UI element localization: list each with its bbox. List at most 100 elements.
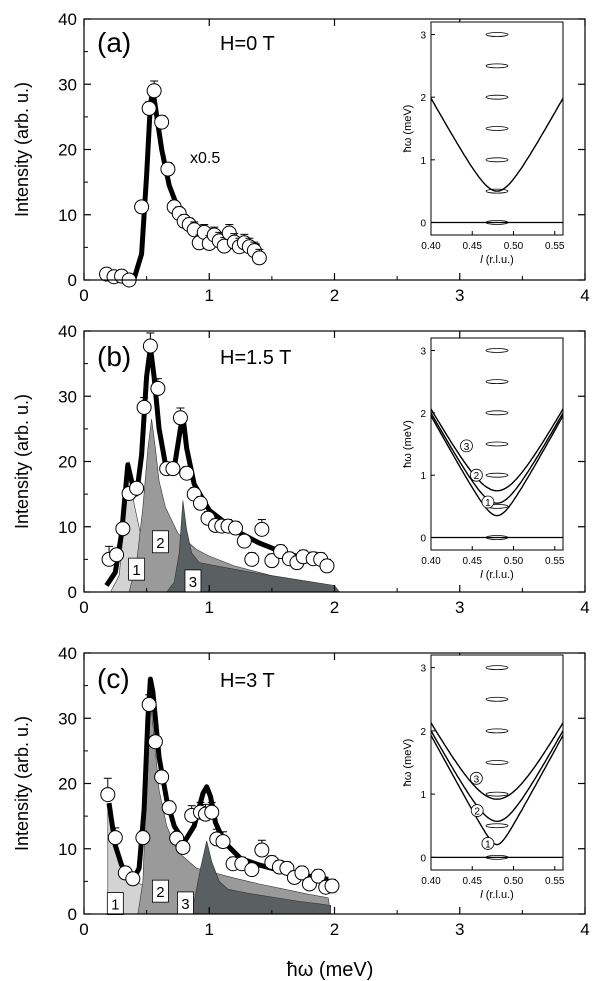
x-tick-label: 2	[330, 598, 339, 617]
x-tick-label: 1	[205, 286, 214, 305]
component-label-box	[152, 879, 169, 903]
data-point	[215, 834, 231, 850]
inset-level-label: 3	[474, 774, 480, 785]
data-point	[228, 520, 244, 536]
component-label: 3	[189, 574, 197, 591]
inset-ellipse	[485, 348, 509, 353]
field-label: H=3 T	[220, 670, 275, 692]
fit-curve	[106, 676, 329, 882]
component-label-box	[152, 530, 169, 554]
data-point	[192, 495, 208, 511]
inset-x-axis-label-units: (r.l.u.)	[483, 254, 514, 266]
inset-dispersion: 1 2 3 0.40 0.45 0.50 0.55 0 1 2 3 l (r.l.u.) ħω (meV…	[402, 654, 565, 901]
data-point	[175, 839, 191, 855]
inset-ellipse	[485, 441, 509, 447]
inset-ellipse	[485, 728, 509, 734]
inset-x-tick-label: 0.40	[421, 556, 441, 567]
inset-dispersion: 0.40 0.45 0.50 0.55 0 1 2 3 l (r.l.u.) ħω (meV)	[402, 21, 565, 266]
inset-x-axis-label-italic: l	[480, 569, 483, 581]
data-point	[141, 697, 157, 713]
y-axis-label: Intensity (arb. u.)	[12, 394, 32, 529]
inset-ellipse	[485, 760, 509, 765]
inset-ellipse	[485, 791, 509, 797]
data-point	[125, 871, 141, 887]
data-point	[109, 547, 125, 563]
inset-y-tick-label: 0	[420, 853, 426, 864]
y-tick-label: 40	[58, 644, 77, 663]
data-point	[179, 465, 195, 481]
x-tick-label: 1	[205, 920, 214, 939]
inset-y-tick-label: 1	[420, 790, 426, 801]
data-point	[324, 878, 340, 894]
x-axis-label: ħω (meV)	[287, 959, 374, 981]
inset-ellipse	[485, 535, 509, 540]
x-tick-label: 2	[330, 286, 339, 305]
data-point	[142, 338, 158, 354]
data-point	[172, 410, 188, 426]
data-point	[165, 461, 181, 477]
panel-label: (c)	[97, 663, 130, 694]
inset-ellipse	[485, 410, 509, 416]
data-point	[129, 480, 145, 496]
data-point	[115, 521, 131, 537]
data-point	[136, 399, 152, 415]
field-label: H=1.5 T	[220, 347, 291, 369]
data-point	[236, 533, 252, 549]
inset-x-axis-label: l (r.l.u.)	[480, 254, 514, 266]
inset-dispersion-branch	[431, 730, 563, 823]
data-point	[319, 558, 335, 574]
inset-y-axis-label: ħω (meV)	[402, 420, 414, 468]
inset-y-axis-label: ħω (meV)	[402, 739, 414, 787]
inset-x-tick-label: 0.45	[463, 556, 483, 567]
data-point	[251, 250, 267, 266]
inset-x-axis-label-italic: l	[480, 254, 483, 266]
inset-dispersion-branch	[431, 734, 563, 846]
inset-x-tick-label: 0.45	[463, 241, 483, 252]
inset-ellipse	[485, 157, 509, 163]
component-label: 2	[156, 884, 164, 901]
y-axis-label: Intensity (arb. u.)	[12, 82, 32, 217]
inset-y-tick-label: 0	[420, 534, 426, 545]
data-point	[254, 842, 270, 858]
inset-frame	[430, 337, 564, 551]
inset-ellipse	[485, 823, 509, 829]
y-tick-label: 10	[58, 840, 77, 859]
data-point	[244, 862, 260, 878]
data-point	[154, 114, 170, 130]
inset-x-tick-label: 0.55	[545, 556, 565, 567]
inset-level-marker	[481, 837, 495, 850]
x-tick-label: 2	[330, 920, 339, 939]
data-point	[161, 800, 177, 816]
inset-x-tick-label: 0.55	[545, 876, 565, 887]
data-point	[135, 830, 151, 846]
y-tick-label: 0	[68, 905, 77, 924]
y-tick-label: 0	[68, 583, 77, 602]
data-point	[264, 553, 280, 569]
component-label: 3	[181, 896, 189, 913]
inset-y-tick-label: 2	[420, 727, 426, 738]
inset-x-tick-label: 0.55	[545, 241, 565, 252]
data-point	[147, 734, 163, 750]
inset-dispersion-branch	[431, 97, 563, 192]
inset-ellipse	[485, 63, 509, 69]
inset-level-marker	[481, 495, 495, 509]
data-point	[100, 787, 116, 803]
y-axis-label: Intensity (arb. u.)	[12, 716, 32, 851]
inset-y-tick-label: 3	[420, 346, 426, 357]
x-tick-label: 1	[205, 598, 214, 617]
data-point	[154, 769, 170, 785]
panel-label: (a)	[97, 27, 131, 58]
y-tick-label: 20	[58, 141, 77, 160]
data-point	[160, 161, 176, 177]
inset-x-tick-label: 0.40	[421, 241, 441, 252]
y-tick-label: 20	[58, 453, 77, 472]
y-tick-label: 20	[58, 775, 77, 794]
inset-x-tick-label: 0.50	[504, 876, 524, 887]
inset-frame	[430, 654, 564, 871]
inset-level-label: 1	[485, 498, 491, 509]
data-point	[244, 551, 260, 567]
y-tick-label: 10	[58, 518, 77, 537]
